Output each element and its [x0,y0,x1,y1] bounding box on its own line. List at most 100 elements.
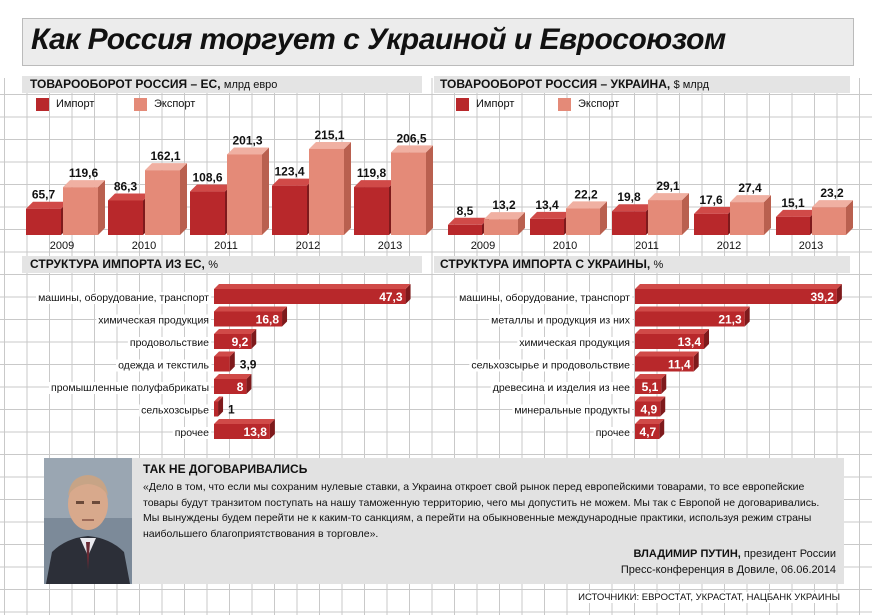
ua-trade-export-bar-2009-top [484,212,525,220]
eu-trade-import-bar-2011-top [190,184,232,192]
category-label-backing [116,359,212,372]
eu-structure-bar-2-side [251,329,257,349]
ua-trade-export-label-2012: 27,4 [738,181,762,195]
ua-trade-heading: ТОВАРООБОРОТ РОССИЯ – УКРАИНА, $ млрд [440,77,709,91]
eu-trade-tick-2010: 2010 [132,240,156,252]
eu-structure-heading: СТРУКТУРА ИМПОРТА ИЗ ЕС, % [30,257,218,271]
category-label-backing [490,382,633,394]
ua-structure-bar-4 [635,379,662,394]
ua-trade-import-bar-2009-top [448,217,489,225]
eu-structure-bar-2-top [214,329,257,334]
eu-trade-export-bar-2012-top [309,141,351,149]
eu-trade-export-bar-2013 [391,152,426,235]
ua-trade-export-label-2011: 29,1 [656,179,680,193]
ua-structure-bar-4-top [635,374,667,379]
ua-trade-export-bar-2011-side [682,193,689,235]
ua-structure-bar-5 [635,401,661,417]
eu-structure-value-0: 47,3 [379,290,403,304]
eu-trade-import-bar-2012-top [272,178,314,186]
ua-trade-import-label-2012: 17,6 [699,193,723,207]
ua-trade-export-bar-2009 [484,219,518,235]
eu-trade-export-label-2013: 206,5 [396,131,426,145]
ua-trade-import-bar-2012 [694,213,728,235]
ua-structure-category-5: минеральные продукты [514,405,630,417]
ua-structure-bar-3-side [693,351,699,372]
legend-label-export-eu: Экспорт [154,98,196,110]
eu-trade-heading: ТОВАРООБОРОТ РОССИЯ – ЕС, млрд евро [30,77,277,91]
eu-structure-value-6: 13,8 [244,425,268,439]
eu-trade-export-bar-2009-side [98,180,105,235]
eu-trade-export-bar-2011-top [227,147,269,155]
ua-structure-bar-5-side [660,396,666,417]
eu-trade-export-bar-2010-top [145,163,187,171]
ua-trade-export-bar-2009-side [518,212,525,235]
eu-trade-unit: млрд евро [223,79,278,91]
ua-trade-export-bar-2012 [730,202,764,235]
eu-trade-export-bar-2012-side [344,141,351,235]
ua-trade-export-bar-2013-side [846,200,853,235]
eu-structure-bar-0-top [214,284,411,289]
eu-structure-bar-6 [214,424,270,439]
ua-trade-export-bar-2011 [648,200,682,235]
category-label-backing [593,427,633,439]
quote-heading: ТАК НЕ ДОГОВАРИВАЛИСЬ [143,462,308,476]
ua-trade-export-bar-2010-side [600,201,607,235]
header-band-eu-structure [22,256,422,273]
ua-structure-bar-5-top [635,396,666,402]
ua-structure-bar-3-top [635,351,699,357]
eu-structure-category-6: прочее [175,427,209,439]
eu-structure-value-1: 16,8 [256,313,280,327]
eu-structure-bar-6-top [214,419,275,424]
eu-trade-title: ТОВАРООБОРОТ РОССИЯ – ЕС, [30,77,221,91]
eu-trade-import-label-2009: 65,7 [32,188,56,202]
eu-structure-category-1: химическая продукция [98,315,209,327]
eu-structure-category-4: промышленные полуфабрикаты [51,382,209,394]
page-title: Как Россия торгует с Украиной и Евросоюз… [31,23,726,56]
ua-structure-category-6: прочее [596,427,630,439]
ua-structure-category-1: металлы и продукция из них [491,315,631,327]
category-label-backing [517,337,632,349]
category-label-backing [49,382,211,394]
eu-structure-value-3: 3,9 [240,358,257,372]
eu-structure-bar-5-side [218,396,224,417]
ua-trade-tick-2012: 2012 [717,240,741,252]
eu-trade-export-bar-2013-side [426,145,433,235]
quote-panel [44,458,844,584]
quote-attribution: ВЛАДИМИР ПУТИН, президент России Пресс-к… [621,546,836,578]
category-label-backing [36,292,212,304]
eu-trade-import-bar-2010 [108,200,143,235]
eu-trade-import-label-2010: 86,3 [114,179,138,193]
ua-structure-bar-2 [635,334,705,349]
quote-text: «Дело в том, что если мы сохраним нулевы… [143,481,820,540]
ua-structure-heading: СТРУКТУРА ИМПОРТА С УКРАИНЫ, % [440,257,663,271]
eu-trade-import-label-2013: 119,8 [357,166,387,180]
ua-structure-category-4: древесина и изделия из нее [493,382,630,394]
eu-structure-category-3: одежда и текстиль [118,360,209,372]
header-band-eu-trade [22,76,422,93]
legend-label-import-eu: Импорт [56,98,95,110]
ua-trade-export-bar-2011-top [648,193,689,201]
ua-structure-bar-0 [635,289,837,304]
eu-trade-tick-2009: 2009 [50,240,74,252]
ua-structure-bar-4-side [661,374,667,394]
sources-note: ИСТОЧНИКИ: ЕВРОСТАТ, УКРАСТАТ, НАЦБАНК У… [578,592,840,603]
eu-trade-import-bar-2009-top [26,201,68,209]
eu-trade-tick-2012: 2012 [296,240,320,252]
category-label-backing [489,314,633,327]
eu-trade-import-label-2012: 123,4 [274,165,304,179]
ua-structure-value-2: 13,4 [678,335,702,349]
portrait-image [44,458,132,584]
ua-structure-bar-6-top [635,419,665,424]
category-label-backing [139,404,212,417]
category-label-backing [96,314,211,327]
ua-trade-title: ТОВАРООБОРОТ РОССИЯ – УКРАИНА, [440,77,671,91]
quote-author: ВЛАДИМИР ПУТИН, [633,548,741,560]
ua-structure-title: СТРУКТУРА ИМПОРТА С УКРАИНЫ, [440,257,651,271]
ua-trade-export-label-2010: 22,2 [574,187,598,201]
eu-structure-bar-5 [214,401,219,417]
ua-structure-value-5: 4,9 [641,403,658,417]
legend-swatch-import-eu [36,98,49,111]
ua-structure-bar-1-top [635,306,750,312]
eu-trade-export-bar-2010 [145,170,180,235]
